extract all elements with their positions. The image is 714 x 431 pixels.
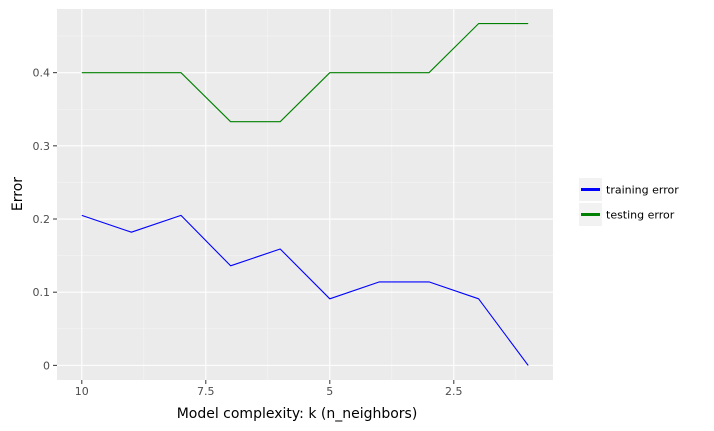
plot-panel [57, 9, 553, 380]
series-lines [81, 23, 529, 366]
x-tick-label: 5 [326, 385, 333, 398]
y-tick-label: 0.2 [33, 213, 51, 226]
axes: 0 0.1 0.2 0.3 0.4 10 7.5 5 2.5 [33, 67, 463, 398]
training-error-legend-label: training error [606, 184, 679, 197]
x-tick-label: 2.5 [445, 385, 463, 398]
testing-error-legend-label: testing error [606, 209, 675, 222]
x-tick-label: 10 [75, 385, 89, 398]
training-error-line [81, 214, 529, 366]
x-tick-label: 7.5 [197, 385, 215, 398]
y-axis-title: Error [10, 177, 26, 211]
y-tick-label: 0.4 [33, 67, 51, 80]
testing-error-line [81, 23, 529, 123]
legend: training error testing error [579, 178, 679, 226]
grid [57, 9, 553, 380]
y-tick-label: 0.3 [33, 140, 51, 153]
y-tick-label: 0 [43, 359, 50, 372]
y-tick-label: 0.1 [33, 286, 51, 299]
x-axis-title: Model complexity: k (n_neighbors) [177, 406, 418, 422]
